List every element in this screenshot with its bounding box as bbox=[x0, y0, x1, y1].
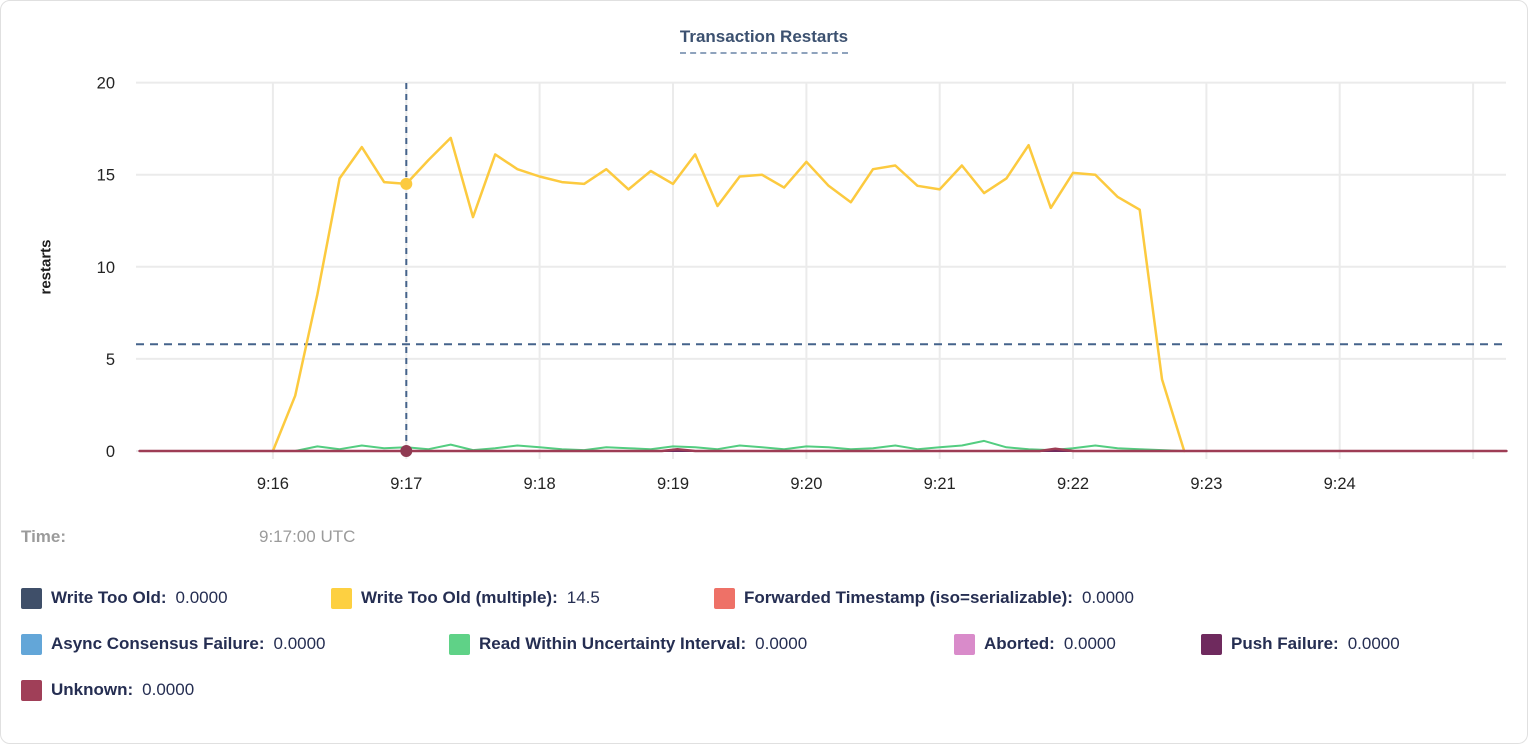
legend-value: 0.0000 bbox=[755, 634, 808, 653]
y-tick-label: 10 bbox=[97, 259, 115, 277]
legend-swatch-async-consensus-failure bbox=[21, 633, 42, 655]
y-tick-label: 15 bbox=[97, 167, 115, 185]
series-read-within-uncertainty-interval-line bbox=[271, 439, 1186, 452]
legend-swatch-write-too-old bbox=[21, 587, 42, 609]
legend-swatch-write-too-old-multiple bbox=[331, 587, 352, 609]
x-tick-label: 9:17 bbox=[390, 475, 422, 493]
legend-item-read-within-uncertainty-interval: Read Within Uncertainty Interval: 0.0000 bbox=[449, 633, 807, 655]
x-tick-label: 9:23 bbox=[1190, 475, 1222, 493]
x-tick-label: 9:18 bbox=[524, 475, 556, 493]
legend-value: 0.0000 bbox=[175, 588, 228, 607]
legend-value: 0.0000 bbox=[1347, 634, 1400, 653]
chart-title[interactable]: Transaction Restarts bbox=[679, 27, 849, 54]
legend-label: Write Too Old: bbox=[51, 588, 167, 607]
legend-swatch-read-within-uncertainty-interval bbox=[449, 633, 470, 655]
legend-item-unknown: Unknown: 0.0000 bbox=[21, 679, 194, 701]
hover-dot-write-too-old-multiple bbox=[400, 177, 413, 190]
legend-swatch-unknown bbox=[21, 679, 42, 701]
chart-title-wrap: Transaction Restarts bbox=[1, 27, 1527, 54]
time-value: 9:17:00 UTC bbox=[259, 527, 356, 546]
legend-item-push-failure: Push Failure: 0.0000 bbox=[1201, 633, 1400, 655]
legend-label: Write Too Old (multiple): bbox=[361, 588, 558, 607]
legend-swatch-aborted bbox=[954, 633, 975, 655]
legend-value: 14.5 bbox=[566, 588, 600, 607]
y-tick-label: 0 bbox=[106, 443, 115, 461]
x-tick-label: 9:16 bbox=[257, 475, 289, 493]
legend-item-async-consensus-failure: Async Consensus Failure: 0.0000 bbox=[21, 633, 326, 655]
time-label: Time: bbox=[21, 527, 67, 546]
legend-swatch-push-failure bbox=[1201, 633, 1222, 655]
legend-item-forwarded-timestamp-iso-serializable: Forwarded Timestamp (iso=serializable): 0… bbox=[714, 587, 1134, 609]
legend-value: 0.0000 bbox=[142, 680, 195, 699]
legend-label: Aborted: bbox=[984, 634, 1055, 653]
legend-value: 0.0000 bbox=[1063, 634, 1116, 653]
hover-dot-unknown bbox=[400, 445, 413, 457]
legend-value: 0.0000 bbox=[1081, 588, 1134, 607]
legend-item-aborted: Aborted: 0.0000 bbox=[954, 633, 1116, 655]
series-unknown-line bbox=[138, 447, 1508, 453]
x-tick-label: 9:20 bbox=[790, 475, 822, 493]
x-tick-label: 9:24 bbox=[1324, 475, 1356, 493]
x-tick-label: 9:21 bbox=[924, 475, 956, 493]
legend-item-write-too-old-multiple: Write Too Old (multiple): 14.5 bbox=[331, 587, 600, 609]
legend-label: Unknown: bbox=[51, 680, 134, 699]
x-tick-label: 9:19 bbox=[657, 475, 689, 493]
legend-item-write-too-old: Write Too Old: 0.0000 bbox=[21, 587, 228, 609]
legend-label: Async Consensus Failure: bbox=[51, 634, 265, 653]
legend-label: Read Within Uncertainty Interval: bbox=[479, 634, 747, 653]
transaction-restarts-plot[interactable]: 0 5 10 15 20 9:16 9:17 9:18 9:19 9:20 9:21 9:22 9:23… bbox=[1, 1, 1528, 521]
legend-value: 0.0000 bbox=[273, 634, 326, 653]
time-row: Time: 9:17:00 UTC bbox=[21, 527, 621, 551]
legend-label: Forwarded Timestamp (iso=serializable): bbox=[744, 588, 1073, 607]
legend-label: Push Failure: bbox=[1231, 634, 1339, 653]
series-write-too-old-multiple-line bbox=[271, 136, 1186, 453]
x-tick-label: 9:22 bbox=[1057, 475, 1089, 493]
y-tick-label: 5 bbox=[106, 351, 115, 369]
y-tick-label: 20 bbox=[97, 75, 115, 93]
legend-swatch-forwarded-timestamp-iso-serializable bbox=[714, 587, 735, 609]
